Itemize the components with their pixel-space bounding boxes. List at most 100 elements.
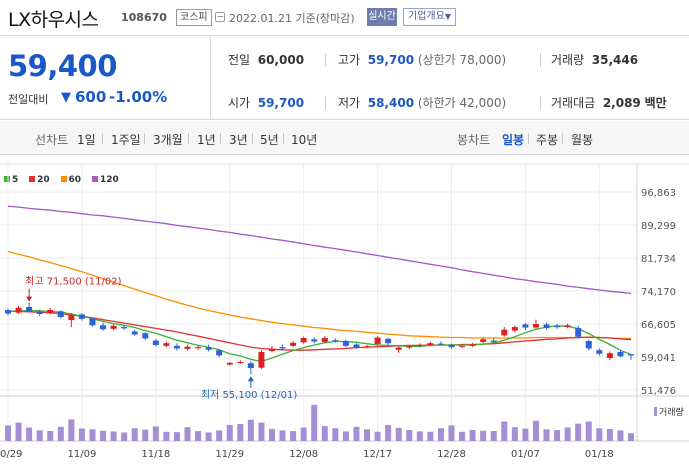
candle-body	[258, 351, 265, 368]
y-tick-label: 51,476	[641, 386, 676, 397]
tab-3month[interactable]: 3개월	[153, 133, 183, 147]
open-cell: 시가 59,700	[228, 94, 304, 111]
volume-label: 거래량	[551, 53, 585, 67]
volume-bar	[342, 431, 349, 441]
y-tick-label: 59,041	[641, 353, 676, 364]
divider	[188, 133, 189, 144]
tab-10year[interactable]: 10년	[291, 133, 318, 147]
candle-body	[195, 347, 202, 349]
low-arrow-head	[247, 376, 254, 382]
candle-body	[184, 346, 191, 349]
tab-daily[interactable]: 일봉	[502, 133, 525, 147]
candle-body	[300, 337, 307, 343]
legend-ma5: 5	[4, 175, 18, 185]
volume-bar	[353, 426, 360, 441]
tab-monthly[interactable]: 월봉	[571, 133, 594, 147]
volume-legend-swatch	[654, 407, 657, 416]
volume-bar	[205, 432, 212, 441]
divider	[540, 53, 541, 67]
open-value: 59,700	[257, 96, 305, 110]
volume-bar	[57, 426, 64, 441]
y-tick-label: 89,299	[641, 221, 676, 232]
x-tick-label: 10/29	[0, 449, 22, 460]
volume-bar	[121, 432, 128, 441]
candle-body	[89, 318, 96, 326]
volume-bar	[332, 428, 339, 441]
tab-5year[interactable]: 5년	[260, 133, 279, 147]
legend-ma60: 60	[60, 175, 82, 185]
x-tick-label: 01/07	[511, 449, 540, 460]
tab-3year[interactable]: 3년	[229, 133, 248, 147]
volume-bar	[163, 431, 170, 441]
candle-body	[68, 314, 75, 321]
y-tick-label: 96,863	[641, 188, 676, 199]
volume-bar	[532, 420, 539, 441]
candle-body	[205, 347, 212, 350]
candle-body	[152, 340, 159, 345]
volume-bar	[395, 427, 402, 441]
legend-ma120-label: 120	[99, 175, 119, 185]
candle-body	[121, 327, 128, 329]
down-arrow-icon: ▼	[61, 90, 71, 105]
legend-ma60-label: 60	[68, 175, 82, 185]
volume-bar	[152, 426, 159, 441]
candle-body	[216, 350, 223, 356]
tab-1year[interactable]: 1년	[197, 133, 216, 147]
candle-body	[173, 345, 180, 349]
volume-bar	[469, 430, 476, 441]
candle-body	[385, 338, 392, 344]
candle-body	[5, 310, 11, 314]
x-tick-label: 12/08	[289, 449, 318, 460]
volume-bar	[575, 423, 582, 441]
chevron-down-icon: ▼	[444, 12, 451, 21]
candle-body	[395, 347, 402, 350]
high-arrow-head	[26, 296, 33, 302]
volume-bar	[406, 430, 413, 441]
divider	[528, 133, 529, 144]
candle-body	[480, 339, 487, 342]
volume-bar	[279, 430, 286, 441]
y-tick-label: 74,170	[641, 287, 676, 298]
volume-bar	[173, 432, 180, 441]
candle-body	[469, 344, 476, 346]
y-tick-label: 66,605	[641, 320, 676, 331]
volume-bar	[110, 431, 117, 441]
volume-bar	[311, 404, 318, 441]
volume-bar	[47, 431, 54, 441]
tab-1week[interactable]: 1주일	[111, 133, 141, 147]
candle-body	[36, 311, 43, 314]
high-annotation: 최고 71,500 (11/02)	[25, 276, 121, 288]
divider	[144, 133, 145, 144]
quote-panel: 59,400 전일대비 ▼ 600 -1.00% 전일 60,000 고가 59…	[0, 37, 689, 120]
volume-bar	[226, 425, 233, 441]
volume-bar	[237, 423, 244, 441]
stock-header: LX하우시스 108670 코스피 2022.01.21 기준(장마감) 실시간…	[0, 0, 689, 36]
stock-code: 108670	[121, 11, 167, 24]
volume-bar	[78, 428, 85, 441]
volume-bar	[448, 425, 455, 441]
low-cell: 저가 58,400 (하한가 42,000)	[338, 94, 506, 111]
divider	[102, 133, 103, 144]
volume-bar	[36, 430, 43, 441]
tab-weekly[interactable]: 주봉	[536, 133, 559, 147]
stock-chart[interactable]: 5 20 60 120 96,863 89,299 81,734 74,170 66,6…	[0, 156, 689, 465]
volume-bar	[628, 433, 634, 441]
candle-body	[628, 354, 634, 356]
stock-name: LX하우시스	[8, 9, 99, 31]
x-tick-label: 12/17	[363, 449, 392, 460]
volume-bar	[247, 419, 254, 441]
tab-1day[interactable]: 1일	[77, 133, 96, 147]
low-label: 저가	[338, 96, 361, 110]
volume-bar	[100, 430, 107, 441]
volume-bar	[416, 431, 423, 441]
candle-body	[237, 361, 244, 363]
candle-body	[416, 344, 423, 346]
change-amount: 600	[75, 88, 107, 106]
divider	[540, 96, 541, 110]
trade-value: 2,089	[602, 96, 641, 110]
company-overview-dropdown[interactable]: 기업개요 ▼	[403, 8, 456, 26]
base-date: 2022.01.21 기준(장마감)	[229, 12, 355, 25]
realtime-button[interactable]: 실시간	[367, 8, 397, 26]
x-tick-label: 11/09	[68, 449, 97, 460]
trade-value-cell: 거래대금 2,089 백만	[551, 94, 667, 111]
